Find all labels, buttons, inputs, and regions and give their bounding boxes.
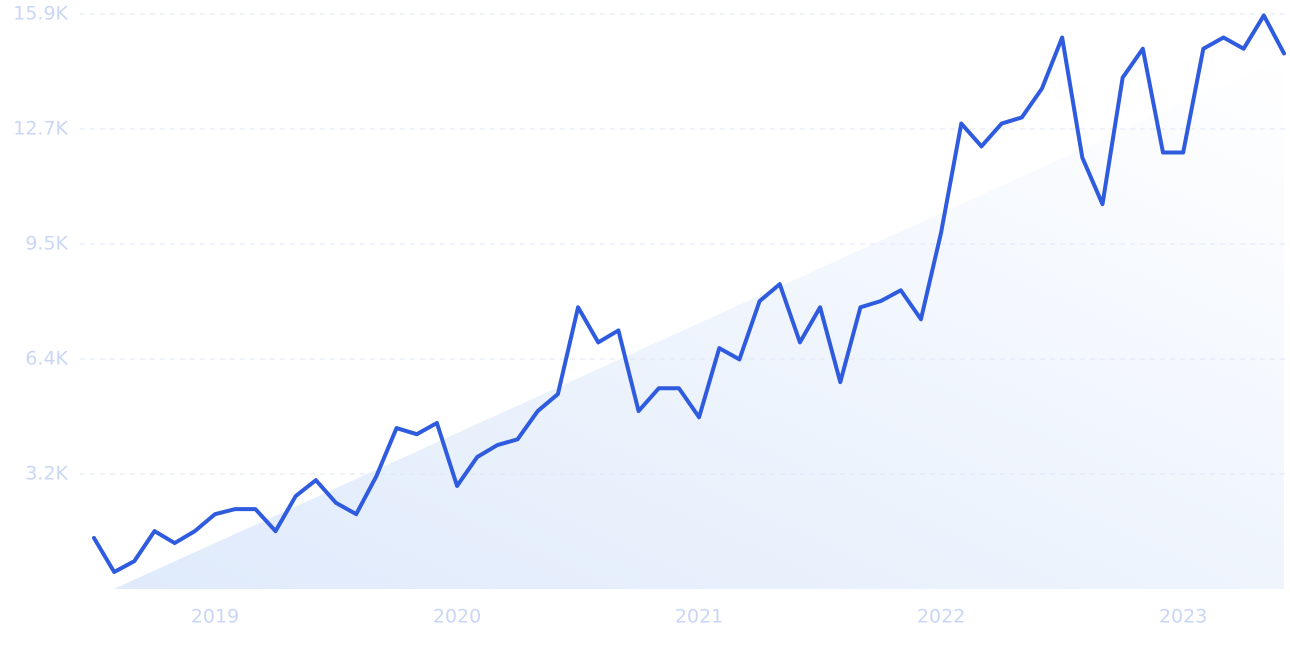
x-tick-label: 2022 [917, 606, 965, 628]
x-tick-label: 2020 [433, 606, 481, 628]
y-tick-label: 12.7K [13, 118, 68, 140]
x-tick-label: 2023 [1159, 606, 1207, 628]
y-tick-label: 3.2K [25, 463, 68, 485]
x-tick-label: 2019 [191, 606, 239, 628]
trend-area [113, 57, 1285, 589]
line [92, 13, 1286, 575]
x-tick-label: 2021 [675, 606, 723, 628]
y-tick-label: 6.4K [25, 348, 68, 370]
y-tick-label: 15.9K [13, 3, 68, 25]
y-tick-label: 9.5K [25, 233, 68, 255]
